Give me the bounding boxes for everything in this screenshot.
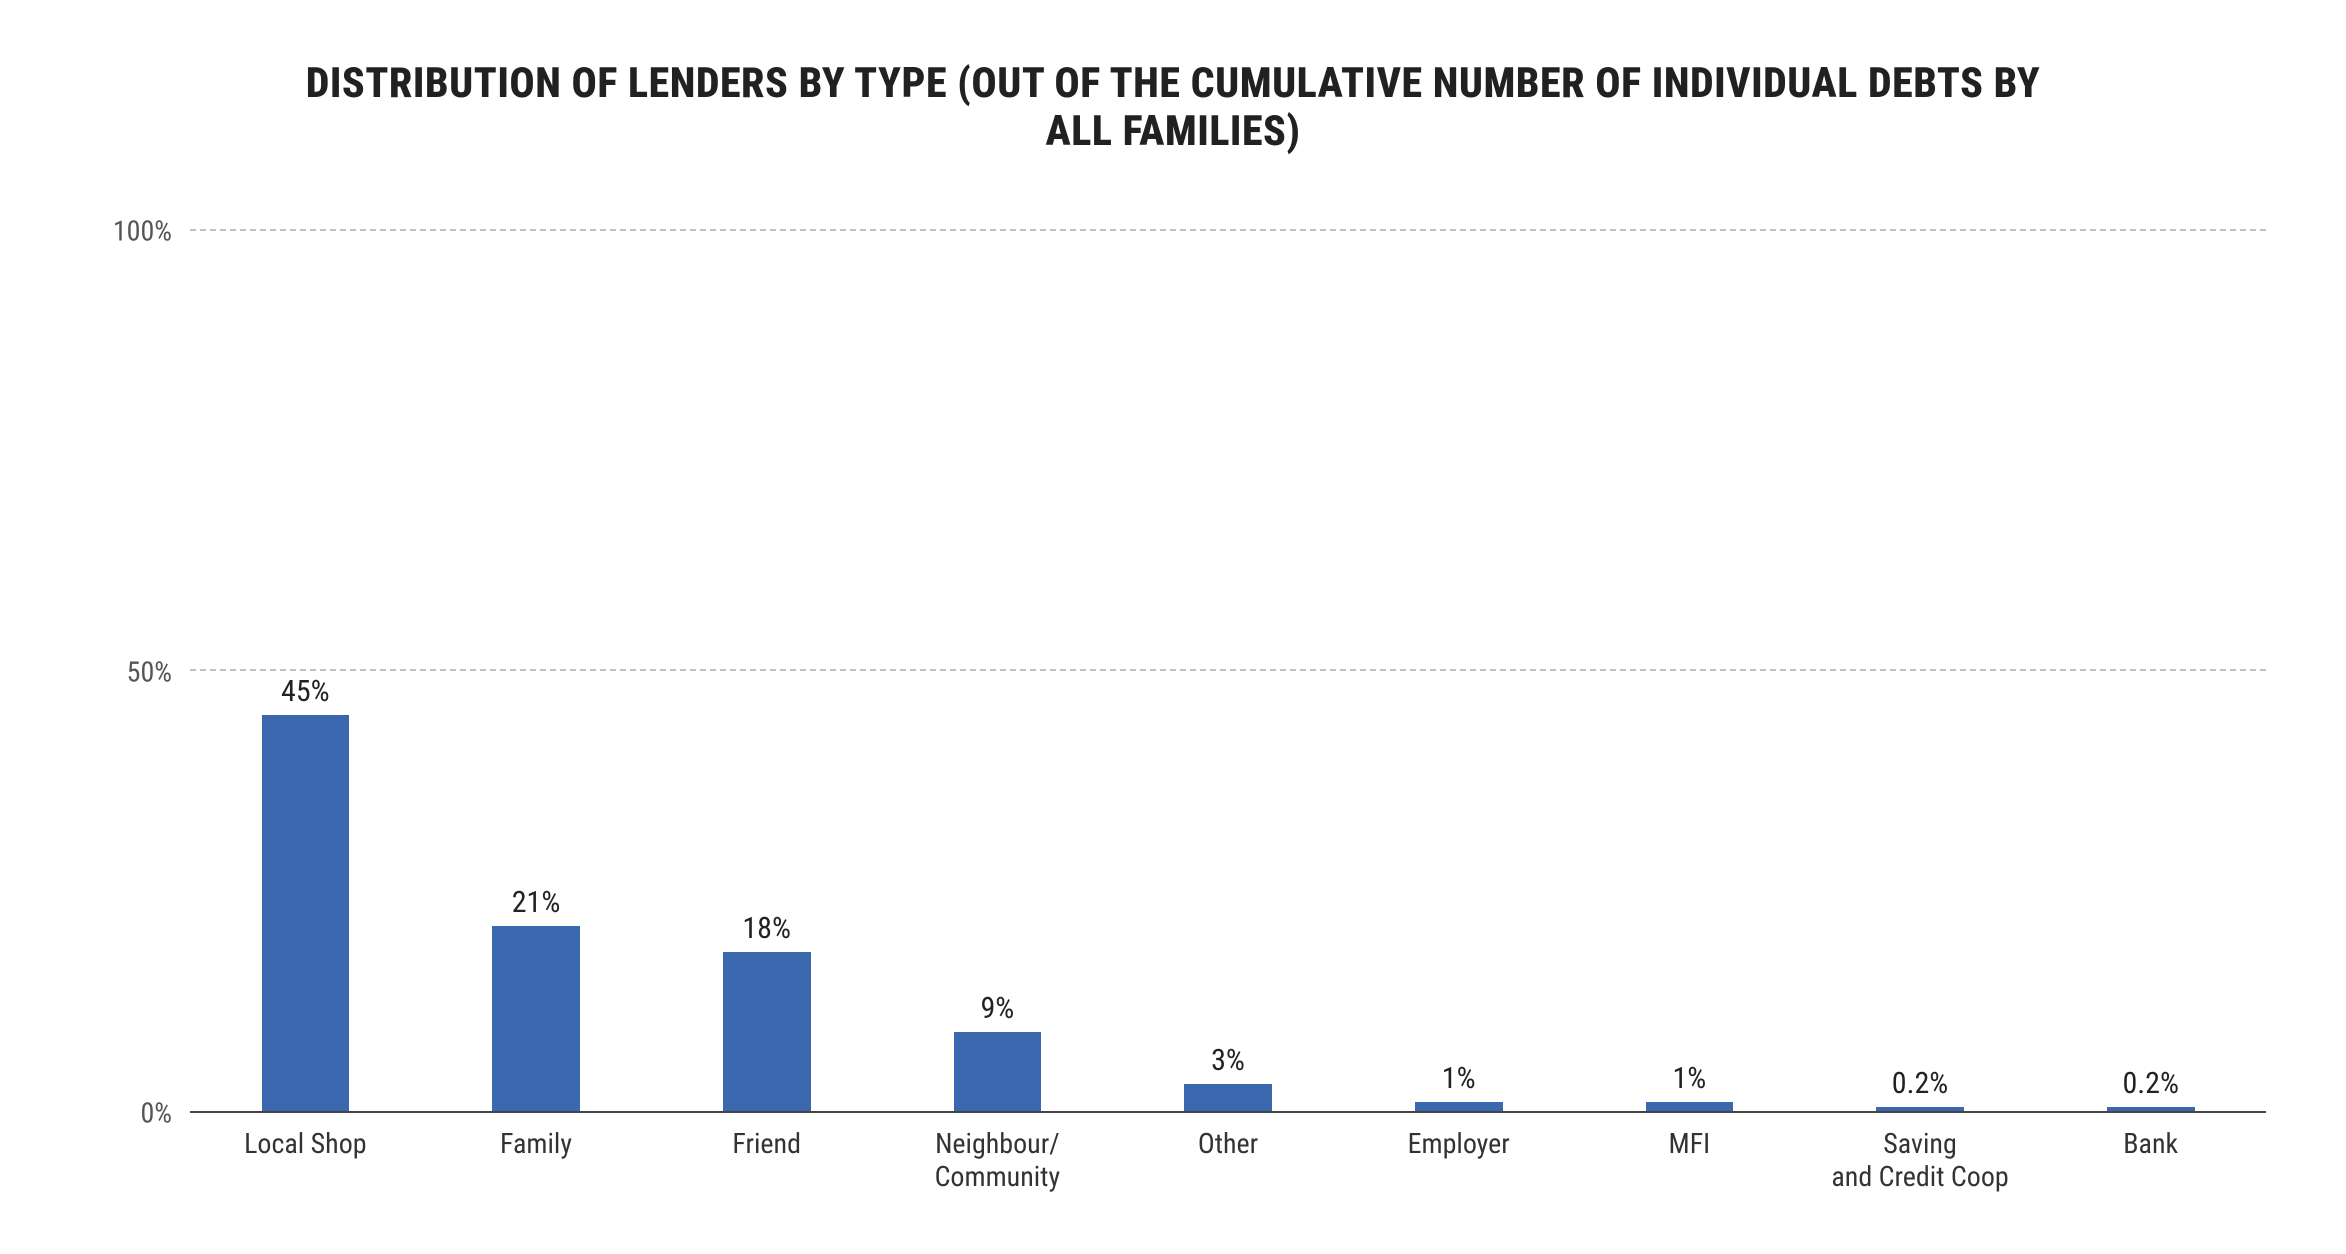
- gridline: [190, 229, 2266, 231]
- y-tick-label: 0%: [140, 1096, 172, 1129]
- bar-value-label: 18%: [742, 911, 791, 946]
- x-axis-labels: Local ShopFamilyFriendNeighbour/ Communi…: [190, 1113, 2266, 1194]
- chart-container: DISTRIBUTION OF LENDERS BY TYPE (OUT OF …: [0, 0, 2346, 1254]
- bar: [1415, 1102, 1503, 1111]
- y-tick-label: 50%: [127, 655, 172, 688]
- chart-title: DISTRIBUTION OF LENDERS BY TYPE (OUT OF …: [298, 60, 2048, 157]
- bar-slot: 0.2%: [2035, 187, 2266, 1111]
- x-tick-label: Local Shop: [190, 1113, 421, 1194]
- x-tick-label: Neighbour/ Community: [882, 1113, 1113, 1194]
- bar-value-label: 0.2%: [2122, 1066, 2179, 1101]
- bar-value-label: 1%: [1672, 1061, 1706, 1096]
- bar-value-label: 21%: [512, 885, 561, 920]
- bars-row: 45% 21% 18% 9% 3% 1% 1% 0.2% 0.2%: [190, 187, 2266, 1111]
- y-axis: 0%50%100%: [80, 187, 190, 1113]
- x-tick-label: MFI: [1574, 1113, 1805, 1194]
- bar-slot: 1%: [1574, 187, 1805, 1111]
- y-tick-label: 100%: [113, 214, 172, 247]
- x-tick-label: Family: [421, 1113, 652, 1194]
- x-tick-label: Other: [1113, 1113, 1344, 1194]
- bar-value-label: 3%: [1211, 1043, 1245, 1078]
- bar: [1646, 1102, 1734, 1111]
- bar-slot: 45%: [190, 187, 421, 1111]
- gridline: [190, 669, 2266, 671]
- x-tick-label: Bank: [2035, 1113, 2266, 1194]
- bar-slot: 0.2%: [1805, 187, 2036, 1111]
- bar: [2107, 1107, 2195, 1111]
- plot-area: 45% 21% 18% 9% 3% 1% 1% 0.2% 0.2%: [190, 187, 2266, 1113]
- x-tick-label: Saving and Credit Coop: [1805, 1113, 2036, 1194]
- bar-slot: 3%: [1113, 187, 1344, 1111]
- bar-slot: 1%: [1343, 187, 1574, 1111]
- x-tick-label: Employer: [1343, 1113, 1574, 1194]
- chart-area: 0%50%100% 45%21%18%9%3%1%1%0.2%0.2%: [80, 187, 2266, 1113]
- bar: [492, 926, 580, 1111]
- bar-slot: 9%: [882, 187, 1113, 1111]
- bar-value-label: 45%: [281, 674, 330, 709]
- bar-value-label: 9%: [980, 991, 1014, 1026]
- bar: [1184, 1084, 1272, 1110]
- bar: [262, 715, 350, 1111]
- bar: [1876, 1107, 1964, 1111]
- bar-slot: 21%: [421, 187, 652, 1111]
- bar: [723, 952, 811, 1110]
- x-tick-label: Friend: [651, 1113, 882, 1194]
- bar: [954, 1032, 1042, 1111]
- bar-value-label: 1%: [1442, 1061, 1476, 1096]
- bar-slot: 18%: [651, 187, 882, 1111]
- bar-value-label: 0.2%: [1892, 1066, 1949, 1101]
